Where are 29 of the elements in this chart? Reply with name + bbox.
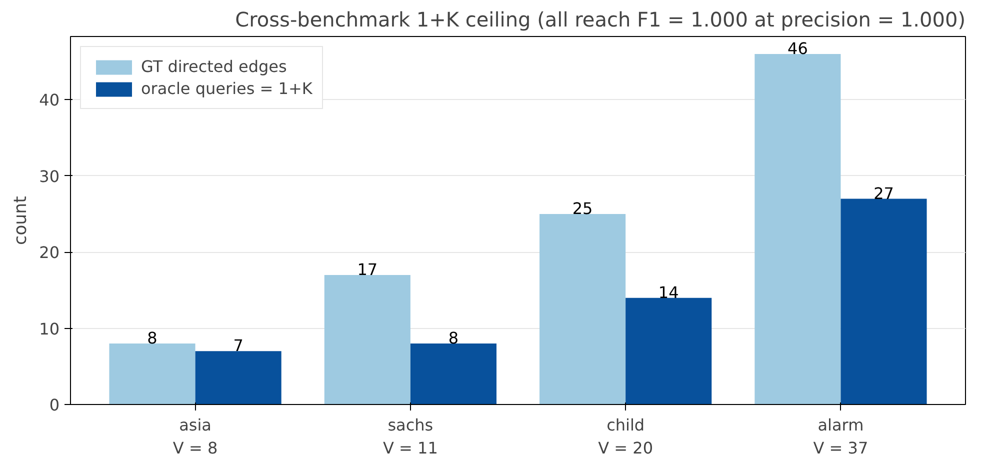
bar [410, 344, 496, 404]
y-axis-title: count [11, 196, 32, 245]
bar [109, 344, 196, 404]
bar [626, 298, 712, 404]
x-tick-label: child V = 20 [598, 416, 654, 458]
data-label: 8 [147, 328, 158, 348]
bar [195, 351, 282, 404]
y-tick-label: 10 [39, 319, 60, 338]
x-tick-label: sachs V = 11 [382, 416, 438, 458]
data-label: 7 [233, 336, 244, 356]
data-label: 25 [572, 199, 593, 218]
data-label: 8 [448, 328, 459, 348]
bar [840, 198, 927, 404]
bar [754, 54, 841, 404]
bar [324, 274, 410, 404]
chart-title: Cross-benchmark 1+K ceiling (all reach F1 = 1.000 at precision = 1.000) [235, 8, 966, 32]
bar [540, 214, 626, 404]
y-tick-label: 0 [49, 396, 60, 414]
legend-label: GT directed edges [141, 57, 287, 76]
data-label: 17 [357, 260, 378, 279]
legend-label: oracle queries = 1+K [141, 79, 312, 98]
data-label: 46 [788, 39, 808, 58]
data-label: 14 [658, 282, 679, 302]
data-label: 27 [874, 184, 894, 203]
y-tick-label: 30 [39, 166, 60, 186]
y-tick-label: 40 [39, 90, 60, 110]
y-tick-label: 20 [39, 243, 60, 262]
x-tick-label: asia V = 8 [172, 416, 218, 458]
x-tick-label: alarm V = 37 [813, 416, 868, 458]
